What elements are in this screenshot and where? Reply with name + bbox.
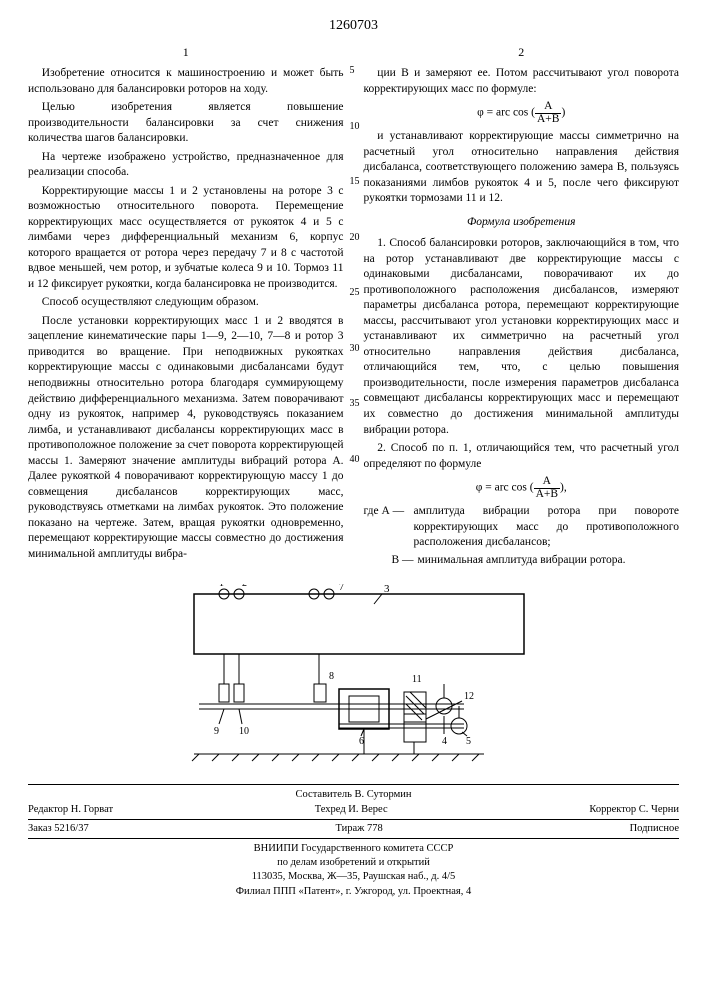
fig-label-7: 7 — [339, 584, 344, 593]
para: На чертеже изображено устройство, предна… — [28, 150, 344, 181]
editor: Редактор Н. Горват — [28, 804, 113, 815]
fig-label-8: 8 — [329, 671, 334, 682]
where-block: где А — амплитуда вибрации ротора при по… — [364, 504, 680, 568]
techred: Техред И. Верес — [315, 804, 388, 815]
order: Заказ 5216/37 — [28, 823, 89, 834]
fig-label-2: 2 — [242, 584, 247, 589]
para: и устанавливают корректирующие массы сим… — [364, 129, 680, 207]
line-ruler: 5 10 15 20 25 30 35 40 — [350, 64, 360, 466]
columns: 1 Изобретение относится к машиностроению… — [28, 44, 679, 570]
right-column: 5 10 15 20 25 30 35 40 2 ции В и замеряю… — [364, 44, 680, 570]
ruler-tick: 10 — [350, 120, 360, 134]
corrector: Корректор С. Черни — [589, 804, 679, 815]
fig-label-3: 3 — [384, 584, 390, 595]
para: Изобретение относится к машиностроению и… — [28, 66, 344, 97]
fig-label-11: 11 — [412, 674, 422, 685]
compiler: Составитель В. Сутормин — [296, 789, 412, 800]
claim: 2. Способ по п. 1, отличающийся тем, что… — [364, 441, 680, 472]
ruler-tick: 40 — [350, 453, 360, 467]
formula-num: A — [534, 476, 560, 489]
org-line: 113035, Москва, Ж—35, Раушская наб., д. … — [28, 870, 679, 884]
formula-part: ), — [560, 482, 567, 494]
sign: Подписное — [630, 823, 679, 834]
fig-label-6: 6 — [359, 736, 364, 747]
left-column: 1 Изобретение относится к машиностроению… — [28, 44, 344, 570]
fig-label-9: 9 — [214, 726, 219, 737]
para: Целью изобретения является повышение про… — [28, 100, 344, 147]
para: ции В и замеряют ее. Потом рассчитывают … — [364, 66, 680, 97]
formula-2: φ = arc cos (AA+B), — [364, 476, 680, 500]
fig-label-1: 1 — [219, 584, 224, 589]
mechanism-figure: 3 1 2 7 8 9 10 — [164, 584, 544, 774]
ruler-tick: 15 — [350, 175, 360, 189]
where-label: В — — [364, 553, 418, 569]
doc-number: 1260703 — [28, 18, 679, 34]
where-text: амплитуда вибрации ротора при повороте к… — [414, 504, 680, 551]
formula-den: A+B — [534, 489, 560, 501]
where-label: где А — — [364, 504, 414, 551]
formula-num: A — [535, 101, 561, 114]
ruler-tick: 20 — [350, 231, 360, 245]
fig-label-4: 4 — [442, 736, 447, 747]
org-line: по делам изобретений и открытий — [28, 856, 679, 870]
col-num-right: 2 — [364, 44, 680, 60]
footer: Составитель В. Сутормин Редактор Н. Горв… — [28, 784, 679, 899]
ruler-tick: 35 — [350, 397, 360, 411]
where-text: минимальная амплитуда вибрации ротора. — [418, 553, 680, 569]
claims-heading: Формула изобретения — [364, 215, 680, 231]
formula-1: φ = arc cos (AA+B) — [364, 101, 680, 125]
para: После установки корректирующих масс 1 и … — [28, 314, 344, 562]
ruler-tick: 25 — [350, 286, 360, 300]
fig-label-10: 10 — [239, 726, 249, 737]
tirazh: Тираж 778 — [335, 823, 382, 834]
col-num-left: 1 — [28, 44, 344, 60]
ruler-tick: 30 — [350, 342, 360, 356]
formula-den: A+B — [535, 114, 561, 126]
para: Способ осуществляют следующим образом. — [28, 295, 344, 311]
fig-label-12: 12 — [464, 691, 474, 702]
formula-part: φ = arc cos ( — [476, 482, 534, 494]
formula-part: φ = arc cos ( — [477, 107, 535, 119]
org-line: ВНИИПИ Государственного комитета СССР — [28, 842, 679, 856]
fig-label-5: 5 — [466, 736, 471, 747]
ruler-tick: 5 — [350, 64, 360, 78]
formula-part: ) — [561, 107, 565, 119]
org-line: Филиал ППП «Патент», г. Ужгород, ул. Про… — [28, 885, 679, 899]
para: Корректирующие массы 1 и 2 установлены н… — [28, 184, 344, 293]
claim: 1. Способ балансировки роторов, заключаю… — [364, 236, 680, 438]
